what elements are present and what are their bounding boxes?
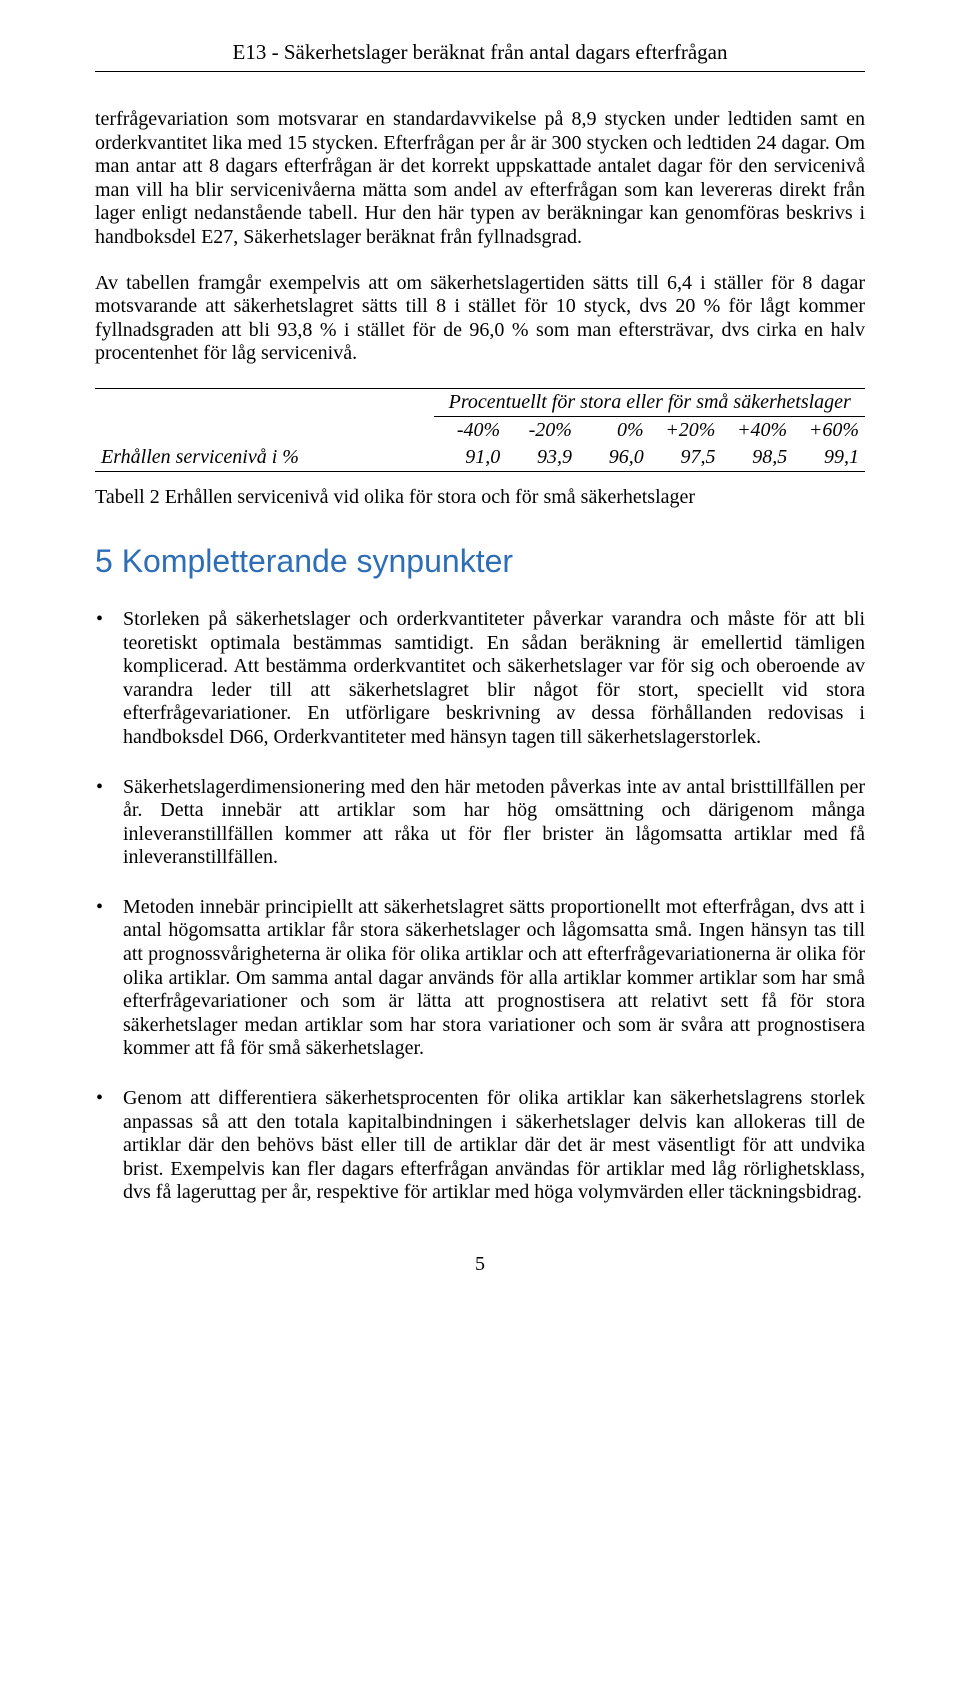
bullet-4: Genom att differentiera säkerhetsprocent… bbox=[95, 1087, 865, 1205]
table-row-label: Erhållen servicenivå i % bbox=[95, 444, 434, 472]
bullet-1: Storleken på säkerhetslager och orderkva… bbox=[95, 608, 865, 750]
table-2-wrap: Procentuellt för stora eller för små säk… bbox=[95, 388, 865, 472]
table-val-2: 96,0 bbox=[578, 444, 650, 472]
table-2: Procentuellt för stora eller för små säk… bbox=[95, 388, 865, 472]
table-col-4: +40% bbox=[721, 416, 793, 444]
table-col-5: +60% bbox=[793, 416, 865, 444]
page-number: 5 bbox=[95, 1253, 865, 1276]
section-5-heading: 5 Kompletterande synpunkter bbox=[95, 543, 865, 580]
table-val-4: 98,5 bbox=[721, 444, 793, 472]
table-header-title: Procentuellt för stora eller för små säk… bbox=[434, 388, 865, 416]
table-col-1: -20% bbox=[506, 416, 578, 444]
bullet-3: Metoden innebär principiellt att säkerhe… bbox=[95, 896, 865, 1061]
paragraph-1: terfrågevariation som motsvarar en stand… bbox=[95, 108, 865, 250]
bullet-2: Säkerhetslagerdimensionering med den här… bbox=[95, 776, 865, 870]
page-header: E13 - Säkerhetslager beräknat från antal… bbox=[95, 40, 865, 72]
table-values-row: Erhållen servicenivå i % 91,0 93,9 96,0 … bbox=[95, 444, 865, 472]
table-col-2: 0% bbox=[578, 416, 650, 444]
table-col-0: -40% bbox=[434, 416, 506, 444]
table-col-blank bbox=[95, 416, 434, 444]
table-val-0: 91,0 bbox=[434, 444, 506, 472]
table-2-caption: Tabell 2 Erhållen servicenivå vid olika … bbox=[95, 486, 865, 509]
table-header-blank bbox=[95, 388, 434, 416]
table-header-row: Procentuellt för stora eller för små säk… bbox=[95, 388, 865, 416]
table-columns-row: -40% -20% 0% +20% +40% +60% bbox=[95, 416, 865, 444]
page-container: E13 - Säkerhetslager beräknat från antal… bbox=[0, 0, 960, 1336]
bullet-list: Storleken på säkerhetslager och orderkva… bbox=[95, 608, 865, 1205]
table-val-1: 93,9 bbox=[506, 444, 578, 472]
paragraph-2: Av tabellen framgår exempelvis att om sä… bbox=[95, 272, 865, 366]
table-col-3: +20% bbox=[650, 416, 722, 444]
table-val-3: 97,5 bbox=[650, 444, 722, 472]
table-val-5: 99,1 bbox=[793, 444, 865, 472]
